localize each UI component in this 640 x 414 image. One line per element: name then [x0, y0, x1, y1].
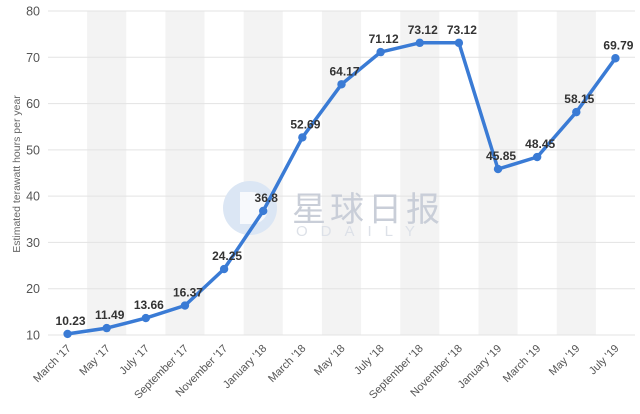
x-tick-label: July '17 — [117, 343, 152, 378]
data-label: 36.8 — [255, 191, 279, 205]
data-label: 24.25 — [212, 249, 242, 263]
data-point — [180, 301, 190, 310]
data-point — [102, 323, 111, 333]
x-tick-label: May '17 — [77, 343, 112, 378]
watermark-text: 星球日报 — [292, 190, 444, 230]
background-band — [321, 11, 362, 335]
data-label: 73.12 — [447, 23, 477, 37]
data-point — [219, 264, 229, 274]
y-tick-label: 70 — [26, 51, 40, 65]
background-bands — [87, 11, 596, 335]
background-band — [87, 11, 127, 335]
y-tick-label: 80 — [26, 5, 40, 19]
data-labels: 10.23 11.49 13.66 16.37 24.25 36.8 52.69 64.17 7… — [56, 23, 634, 328]
data-point — [141, 313, 151, 323]
gridlines — [48, 10, 635, 336]
y-axis-ticks: 10 20 30 40 50 60 70 80 — [26, 5, 40, 343]
y-tick-label: 40 — [26, 190, 40, 204]
data-label: 64.17 — [329, 64, 359, 78]
x-tick-label: March '18 — [266, 343, 308, 385]
data-label: 58.15 — [564, 92, 594, 106]
background-band — [165, 11, 205, 335]
x-tick-label: May '18 — [312, 343, 347, 378]
data-point — [572, 107, 581, 117]
data-point — [298, 133, 307, 142]
y-tick-label: 30 — [26, 236, 40, 250]
y-tick-label: 20 — [26, 282, 40, 296]
data-point — [454, 38, 464, 48]
data-label: 73.12 — [408, 23, 438, 37]
data-label: 48.45 — [525, 137, 555, 151]
watermark-subtext: ODAILY — [296, 223, 428, 240]
data-label: 13.66 — [134, 298, 164, 312]
data-point — [376, 47, 385, 57]
y-axis-label: Estimated terawatt hours per year — [11, 95, 23, 253]
data-point — [415, 38, 424, 48]
background-band — [243, 11, 283, 335]
x-tick-label: July '19 — [587, 343, 622, 378]
background-band — [556, 11, 596, 335]
odaily-logo-icon — [223, 181, 277, 235]
data-label: 16.37 — [173, 286, 203, 300]
data-label: 10.23 — [56, 314, 86, 328]
data-point — [337, 80, 346, 89]
data-label: 71.12 — [369, 32, 399, 46]
data-point — [259, 206, 268, 216]
data-point — [63, 329, 72, 339]
data-label: 45.85 — [486, 149, 516, 163]
y-tick-label: 10 — [26, 329, 40, 343]
data-point — [493, 164, 503, 174]
x-tick-label: July '18 — [352, 343, 387, 378]
y-tick-label: 50 — [26, 143, 40, 157]
data-label: 52.69 — [290, 117, 320, 131]
y-tick-label: 60 — [26, 97, 40, 111]
x-tick-label: March '19 — [501, 343, 543, 385]
watermark: 星球日报 ODAILY — [223, 181, 444, 240]
x-tick-label: May '19 — [547, 343, 582, 378]
series-line-group — [63, 38, 620, 339]
data-point — [611, 54, 620, 63]
x-tick-label: March '17 — [31, 343, 73, 385]
data-label: 11.49 — [95, 308, 125, 322]
data-label: 69.79 — [603, 38, 633, 52]
data-point — [532, 152, 542, 162]
background-band — [400, 11, 440, 335]
